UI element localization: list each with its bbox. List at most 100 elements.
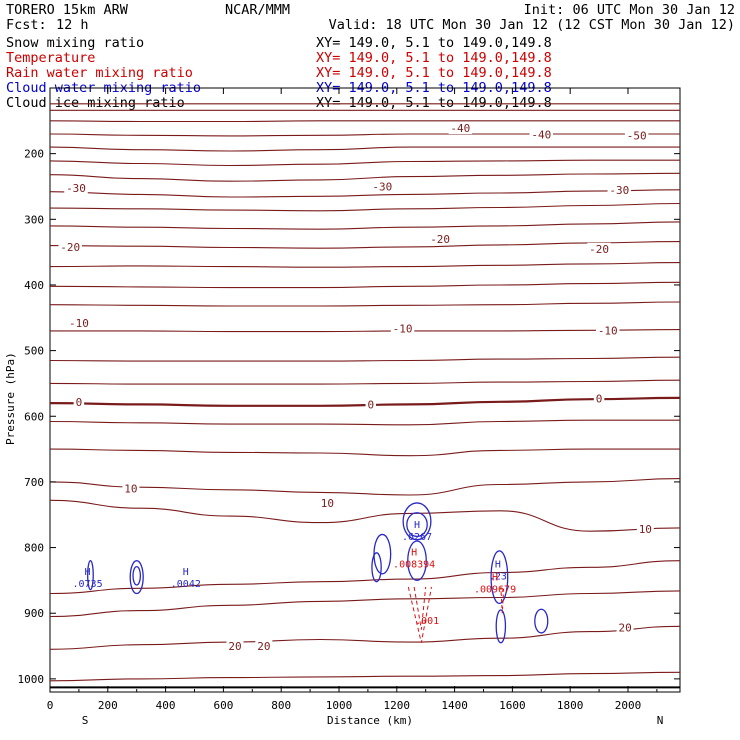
isotherm-label-bg — [67, 317, 91, 330]
x-tick-label: 1800 — [557, 699, 584, 712]
rain-water-max-marker: H — [411, 547, 417, 558]
isotherm-line — [49, 478, 681, 496]
cloud-water-contour — [132, 565, 142, 586]
isotherm-label: 10 — [639, 523, 652, 536]
x-axis-label: Distance (km) — [327, 714, 413, 727]
isotherm-line — [49, 379, 681, 385]
cloud-water-contour — [407, 540, 427, 582]
north-label: N — [657, 714, 664, 727]
isotherm-label-bg — [64, 181, 88, 194]
isotherm-label-bg — [624, 129, 649, 142]
isotherm-label-bg — [607, 183, 632, 196]
isotherm-line — [49, 133, 680, 137]
x-tick-label: 1600 — [499, 699, 526, 712]
isotherm-line — [49, 159, 680, 167]
legend-field-xy: XY= 149.0, 5.1 to 149.0,149.8 — [316, 95, 552, 111]
forecast-label: Fcst: — [6, 17, 47, 33]
x-tick-label: 1200 — [384, 699, 411, 712]
isotherm-line — [49, 590, 681, 618]
legend-field-xy: XY= 149.0, 5.1 to 149.0,149.8 — [316, 65, 552, 81]
isotherm-label: -10 — [598, 324, 618, 337]
legend-field-xy: XY= 149.0, 5.1 to 149.0,149.8 — [316, 50, 552, 66]
rain-water-max-value: .001 — [415, 616, 439, 627]
isotherm-label: -30 — [66, 182, 86, 195]
isotherm-label-bg — [636, 523, 654, 536]
x-tick-label: 0 — [47, 699, 54, 712]
y-tick-label: 200 — [24, 148, 44, 161]
isotherm-line — [49, 625, 681, 650]
isotherm-line — [49, 419, 680, 426]
isotherm-label: -20 — [60, 241, 80, 254]
cloud-water-contour — [495, 609, 507, 644]
legend-field-name: Rain water mixing ratio — [6, 65, 193, 81]
isotherm-line — [49, 356, 681, 362]
isotherm-label: 0 — [596, 393, 603, 406]
cloud-water-contour — [87, 560, 94, 591]
plot-frame — [49, 87, 681, 693]
isotherm-label: 20 — [618, 622, 631, 635]
y-tick-label: 300 — [24, 213, 44, 226]
y-tick-label: 600 — [24, 410, 44, 423]
rain-water-contour — [413, 586, 427, 630]
x-tick-label: 2000 — [615, 699, 642, 712]
isotherm-label: 20 — [257, 640, 270, 653]
valid-time: Valid: 18 UTC Mon 30 Jan 12 (12 CST Mon … — [329, 17, 735, 33]
rain-water-contours — [407, 586, 505, 643]
isotherm-line — [49, 301, 681, 307]
field-legend: Snow mixing ratio XY= 149.0, 5.1 to 149.0… — [6, 35, 552, 111]
isotherm-label-bg — [318, 496, 336, 509]
isotherm-label: -20 — [430, 233, 450, 246]
isotherm-label: -40 — [531, 129, 551, 142]
contour-labels: -50 -40 -40 -30 -30 -30 -20 -20 -20 -10 -10 -10 0 0 0 1… — [58, 122, 654, 653]
isotherm-label-bg — [255, 640, 273, 653]
forecast-value: 12 h — [56, 17, 89, 33]
model-title: TORERO 15km ARW — [6, 2, 129, 18]
plot-border — [49, 87, 681, 693]
cloud-water-max-marker: H — [414, 520, 420, 531]
cloud-water-contour — [534, 608, 549, 634]
cloud-water-contour — [406, 512, 428, 538]
isotherm-label: -20 — [589, 243, 609, 256]
cloud-water-max-value: .23 — [489, 571, 507, 582]
isotherm-line — [49, 448, 680, 457]
isotherm-line — [49, 329, 681, 333]
isotherm-label: -10 — [393, 322, 413, 335]
isotherm-label-bg — [58, 240, 82, 253]
isotherm-line — [49, 120, 680, 123]
org-label: NCAR/MMM — [225, 2, 290, 18]
x-tick-label: 800 — [271, 699, 291, 712]
legend-field-name: Temperature — [6, 50, 95, 66]
x-tick-label: 600 — [213, 699, 233, 712]
isotherm-label: 20 — [228, 640, 241, 653]
isotherm-line — [49, 241, 681, 249]
rain-water-contour — [407, 586, 432, 643]
isotherm-label: 10 — [321, 497, 334, 510]
y-tick-label: 900 — [24, 607, 44, 620]
cloud-water-max-value: .6267 — [402, 532, 432, 543]
isotherm-line — [49, 172, 681, 182]
rain-water-max-value: .009679 — [474, 584, 516, 595]
cloud-water-max-marker: H — [85, 567, 91, 578]
isotherm-label-bg — [616, 621, 634, 634]
isotherm-line — [49, 189, 681, 198]
init-time: Init: 06 UTC Mon 30 Jan 12 — [524, 2, 735, 18]
isotherm-label-bg — [529, 128, 554, 141]
isotherm-label: -10 — [69, 317, 89, 330]
axes: 0 200 400 600 800 1000 1200 1400 1600 1800 2000200… — [18, 88, 680, 712]
isotherm-label-bg — [370, 180, 395, 193]
cloud-water-contour — [373, 533, 392, 575]
cloud-water-max-marker: H — [183, 567, 189, 578]
legend-field-name: Snow mixing ratio — [6, 35, 144, 51]
isotherm-line — [49, 396, 681, 407]
isotherm-line — [49, 146, 680, 152]
cloud-water-contour — [371, 552, 382, 583]
isotherm-label-bg — [587, 242, 611, 255]
cloud-water-contour — [490, 550, 509, 605]
isotherm-label: 0 — [76, 396, 83, 409]
y-tick-label: 1000 — [18, 673, 45, 686]
cloud-water-max-value: .0735 — [73, 579, 103, 590]
rain-water-contour — [500, 586, 505, 614]
legend-field-name: Cloud ice mixing ratio — [6, 95, 185, 111]
y-tick-label: 800 — [24, 542, 44, 555]
